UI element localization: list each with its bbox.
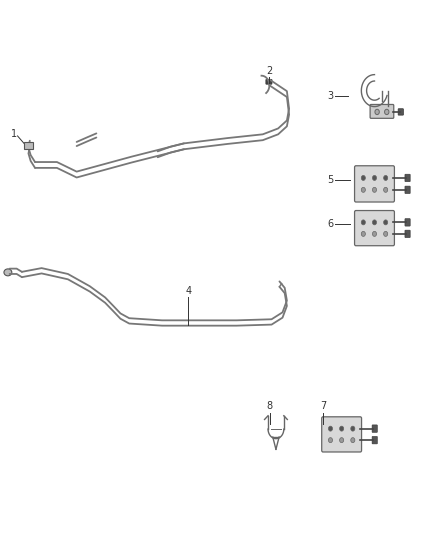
Ellipse shape xyxy=(4,269,12,276)
Circle shape xyxy=(384,187,388,192)
Circle shape xyxy=(372,220,377,225)
Circle shape xyxy=(375,109,379,115)
Circle shape xyxy=(385,109,389,115)
FancyBboxPatch shape xyxy=(398,109,403,115)
FancyBboxPatch shape xyxy=(372,425,378,432)
Text: 6: 6 xyxy=(328,219,334,229)
Circle shape xyxy=(361,175,365,181)
FancyBboxPatch shape xyxy=(405,174,410,182)
FancyBboxPatch shape xyxy=(321,417,362,452)
Circle shape xyxy=(361,220,365,225)
FancyBboxPatch shape xyxy=(405,219,410,226)
Circle shape xyxy=(351,426,355,431)
FancyBboxPatch shape xyxy=(405,230,410,238)
Circle shape xyxy=(372,231,377,236)
Text: 7: 7 xyxy=(320,401,326,411)
FancyBboxPatch shape xyxy=(354,166,394,202)
FancyBboxPatch shape xyxy=(266,79,272,84)
Circle shape xyxy=(384,220,388,225)
Text: 5: 5 xyxy=(328,175,334,185)
Circle shape xyxy=(372,175,377,181)
Text: 2: 2 xyxy=(266,66,272,76)
FancyBboxPatch shape xyxy=(370,104,394,118)
Circle shape xyxy=(372,187,377,192)
Circle shape xyxy=(339,426,344,431)
FancyBboxPatch shape xyxy=(405,186,410,193)
Circle shape xyxy=(328,438,332,442)
Circle shape xyxy=(351,438,355,442)
FancyBboxPatch shape xyxy=(372,437,378,444)
Text: 8: 8 xyxy=(267,401,273,411)
FancyBboxPatch shape xyxy=(354,211,394,246)
Circle shape xyxy=(328,426,332,431)
Text: 4: 4 xyxy=(185,286,191,296)
Text: 3: 3 xyxy=(328,91,334,101)
Bar xyxy=(24,142,33,149)
Circle shape xyxy=(361,231,365,236)
Circle shape xyxy=(339,438,344,442)
Circle shape xyxy=(384,231,388,236)
Circle shape xyxy=(361,187,365,192)
Circle shape xyxy=(384,175,388,181)
Text: 1: 1 xyxy=(11,130,17,139)
